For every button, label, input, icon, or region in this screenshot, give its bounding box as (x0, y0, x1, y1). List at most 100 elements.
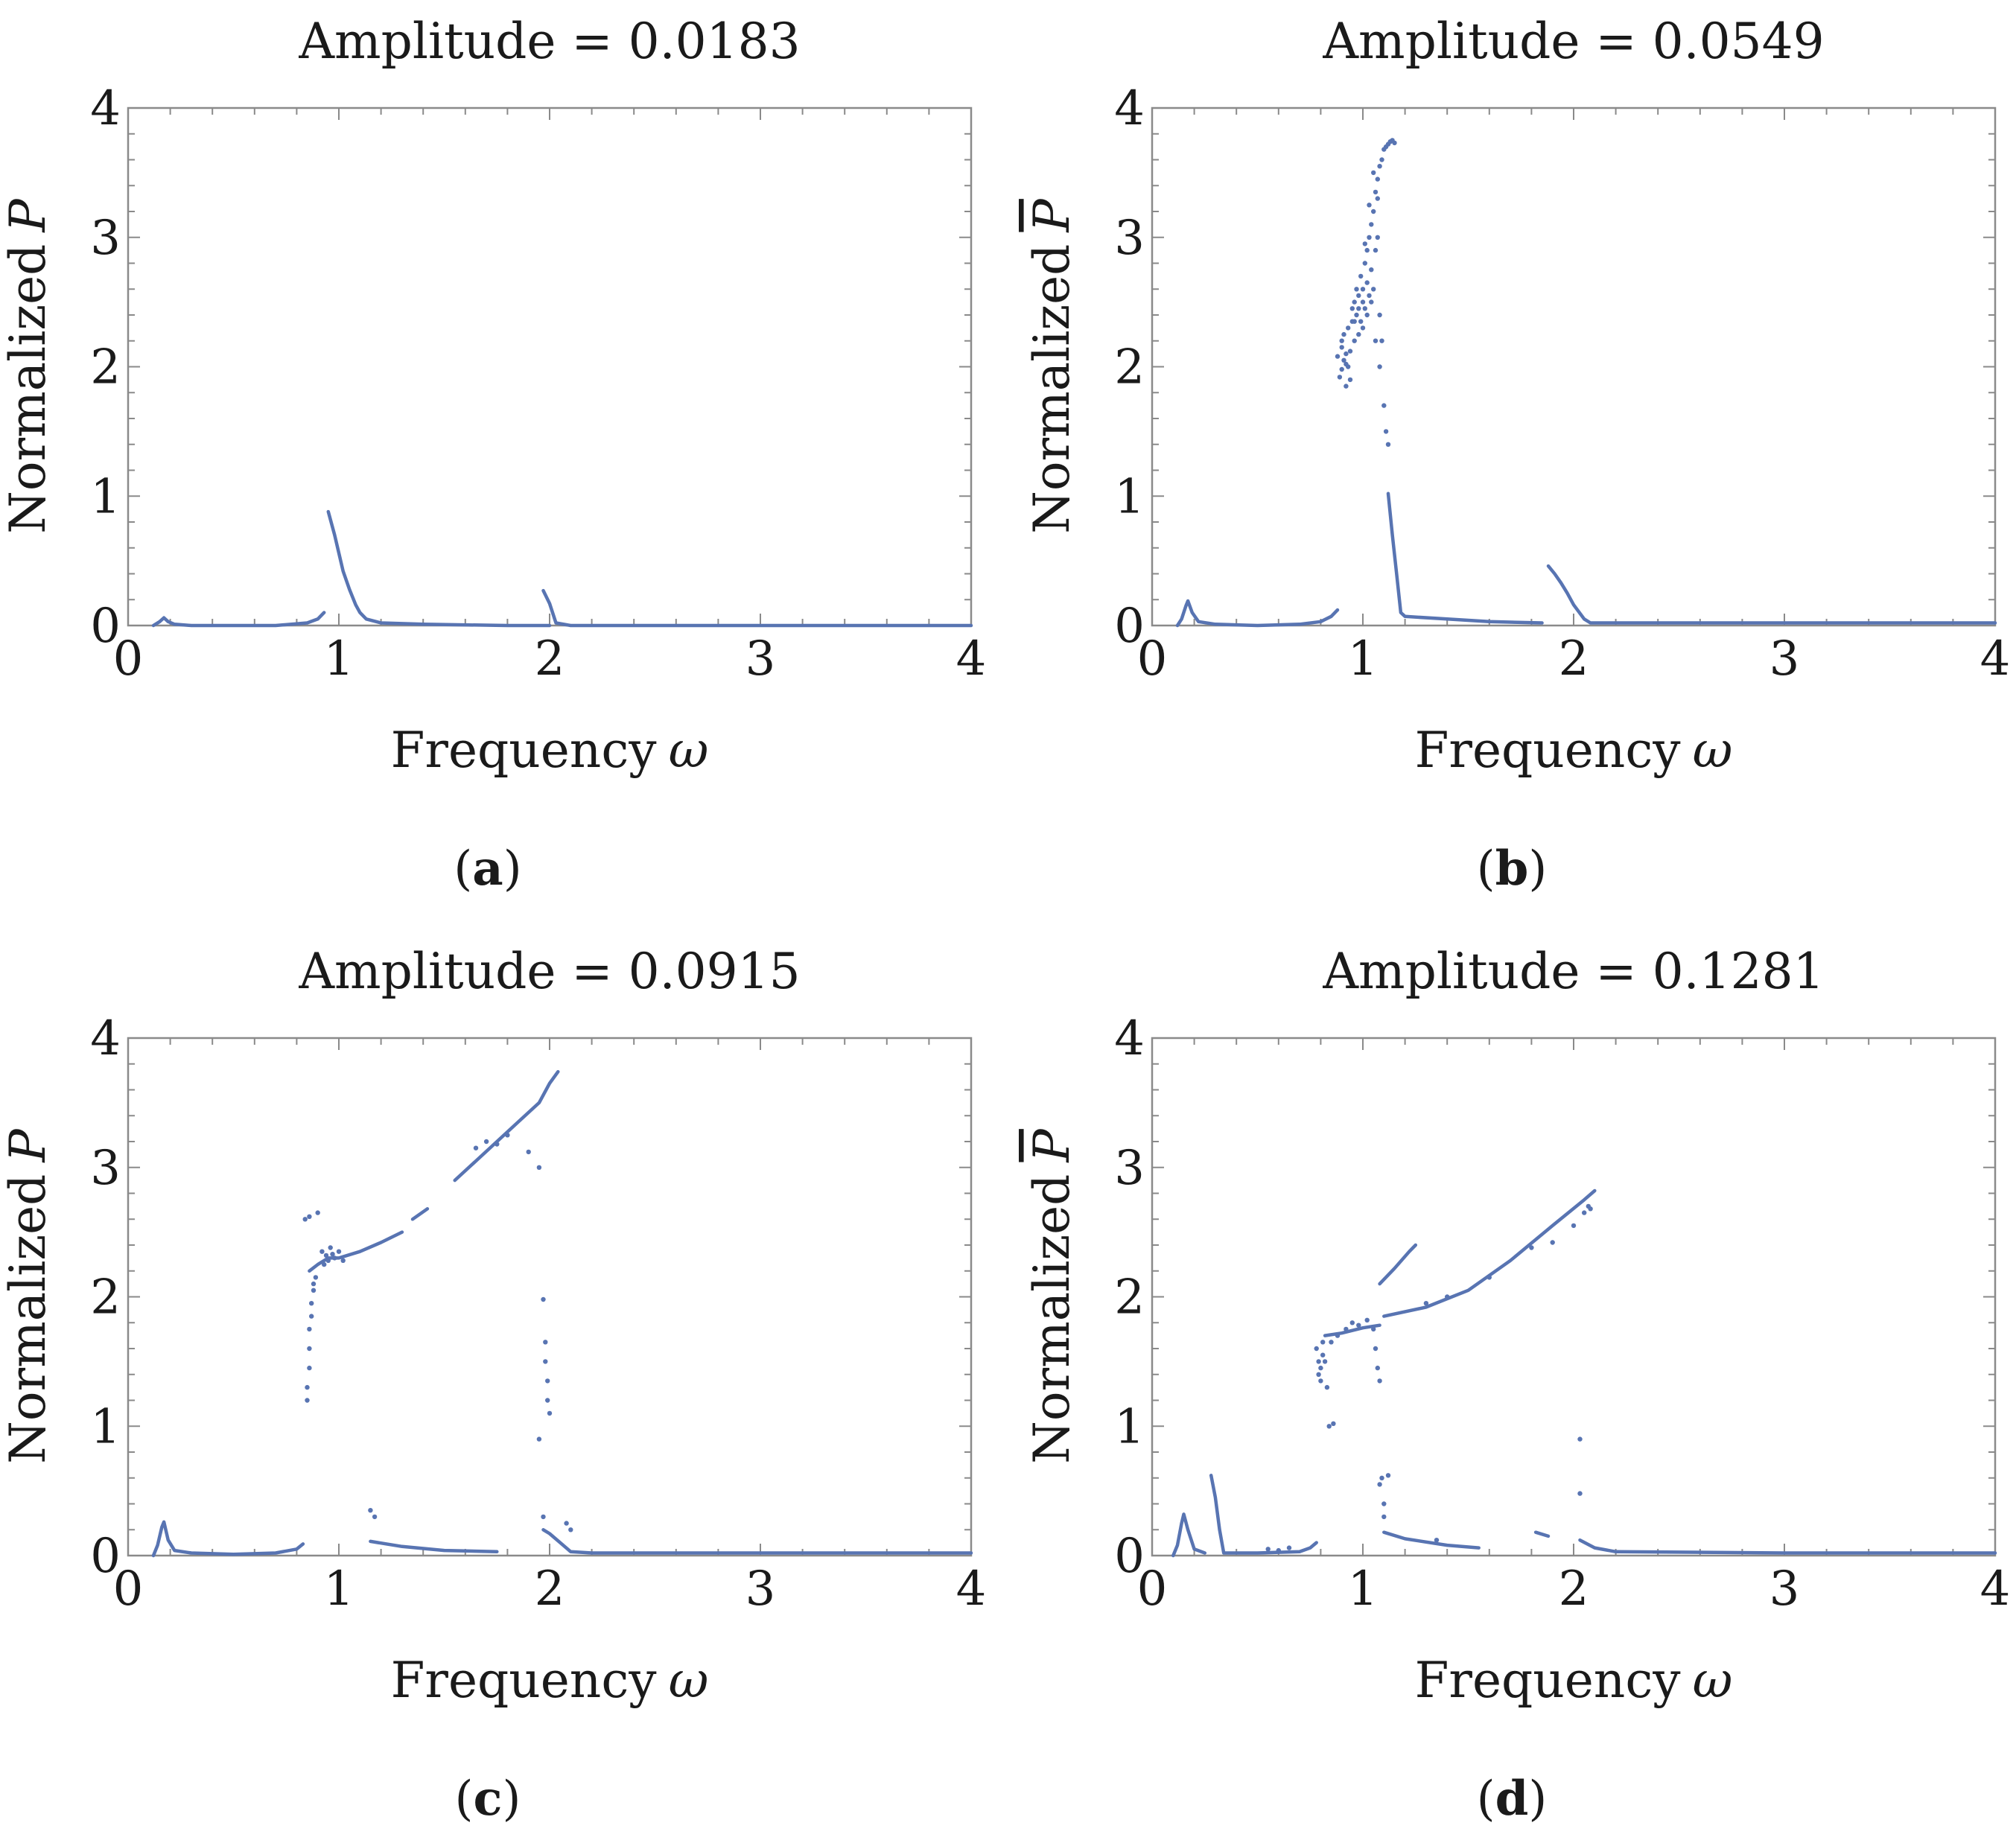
x-axis-label-symbol: ω (669, 1652, 709, 1709)
panel-a: Amplitude = 0.0183 0 1 2 3 4 0 1 2 3 4 F… (0, 13, 986, 897)
series-line-segment (541, 588, 973, 628)
scatter-point (325, 1258, 331, 1264)
scatter-point (305, 1398, 310, 1403)
series-line-segment (1378, 1243, 1418, 1286)
panel-a-x-tick-labels: 0 1 2 3 4 (113, 631, 987, 687)
scatter-point (1362, 261, 1368, 266)
scatter-point (1354, 312, 1359, 318)
panel-a-y-axis-label: Normalized P (0, 198, 57, 534)
panel-b-minor-ticks (1151, 107, 1996, 626)
scatter-point (536, 1165, 542, 1171)
x-axis-label-symbol: ω (669, 722, 709, 779)
y-tick-label: 1 (1114, 1399, 1145, 1454)
y-tick-label: 0 (1114, 599, 1145, 654)
scatter-point (1379, 157, 1384, 162)
scatter-point (1322, 1359, 1328, 1364)
x-tick-label: 0 (1137, 631, 1168, 687)
scatter-point (1364, 1317, 1370, 1323)
scatter-point (1360, 299, 1366, 305)
panel-a-caption: (a) (454, 841, 521, 897)
scatter-point (1347, 377, 1353, 383)
scatter-point (1344, 351, 1349, 357)
scatter-point (1377, 1378, 1382, 1384)
panel-a-minor-ticks (127, 107, 972, 626)
scatter-point (541, 1514, 546, 1520)
panel-c-series (151, 1069, 973, 1558)
scatter-point (313, 1275, 319, 1280)
scatter-point (541, 1296, 546, 1302)
scatter-point (322, 1261, 327, 1267)
scatter-point (309, 1301, 314, 1306)
y-tick-label: 0 (90, 1529, 121, 1584)
scatter-point (1362, 241, 1368, 246)
scatter-point (1369, 299, 1374, 305)
scatter-point (1371, 287, 1376, 292)
scatter-point (323, 1253, 329, 1258)
scatter-point (1316, 1359, 1321, 1364)
x-tick-label: 3 (1769, 1562, 1800, 1617)
panel-c-plot-frame (127, 1037, 973, 1557)
panel-b-y-axis-label: Normalized P (1023, 198, 1081, 534)
scatter-point (1377, 1482, 1382, 1487)
x-tick-label: 2 (1559, 1562, 1589, 1617)
scatter-point (1373, 338, 1379, 343)
scatter-point (1369, 267, 1374, 273)
series-line-segment (1175, 599, 1340, 628)
scatter-point (568, 1527, 573, 1533)
scatter-point (1373, 1346, 1379, 1352)
scatter-point (309, 1314, 314, 1319)
series-line-segment (541, 1528, 973, 1555)
x-tick-label: 3 (745, 631, 776, 687)
scatter-point (1379, 338, 1384, 343)
x-tick-label: 2 (1559, 631, 1589, 687)
scatter-point (1316, 1372, 1321, 1378)
series-line-segment (410, 1207, 430, 1221)
scatter-point (336, 1249, 342, 1254)
series-line-segment (1382, 1530, 1481, 1550)
scatter-point (1385, 1473, 1391, 1478)
scatter-point (1377, 364, 1382, 369)
scatter-point (1339, 345, 1344, 350)
scatter-point (1331, 1421, 1336, 1427)
scatter-point (1360, 325, 1366, 331)
scatter-point (545, 1398, 550, 1403)
scatter-point (332, 1255, 337, 1261)
series-line-segment (1382, 1188, 1597, 1318)
scatter-point (1339, 338, 1344, 343)
panel-c: Amplitude = 0.0915 0 1 2 3 4 0 1 2 3 4 F… (0, 943, 986, 1827)
panel-a-y-tick-labels: 0 1 2 3 4 (90, 81, 121, 654)
panel-b-plot-frame (1151, 106, 1997, 627)
y-tick-label: 1 (1114, 469, 1145, 524)
panel-d-y-tick-labels: 0 1 2 3 4 (1114, 1011, 1145, 1584)
series-line-segment (308, 1230, 404, 1273)
scatter-point (307, 1214, 312, 1220)
scatter-point (1286, 1545, 1292, 1550)
y-tick-label: 3 (90, 1141, 121, 1196)
y-tick-label: 2 (1114, 340, 1145, 395)
scatter-point (505, 1133, 510, 1138)
scatter-point (319, 1249, 325, 1254)
panel-d-caption: (d) (1477, 1771, 1548, 1827)
scatter-point (1588, 1206, 1593, 1212)
panel-d-y-axis-label: Normalized P (1023, 1128, 1081, 1464)
scatter-point (1352, 319, 1357, 324)
panel-a-x-axis-label: Frequency ω (391, 722, 709, 779)
series-line-segment (1171, 1512, 1207, 1558)
scatter-point (1349, 1320, 1355, 1325)
scatter-point (1356, 306, 1361, 311)
scatter-point (372, 1514, 378, 1520)
scatter-point (1381, 403, 1387, 408)
panel-b-caption: (b) (1477, 841, 1548, 897)
panel-c-y-axis-label: Normalized P (0, 1128, 57, 1464)
y-tick-label: 0 (1114, 1529, 1145, 1584)
scatter-point (1379, 1475, 1384, 1481)
scatter-point (1383, 429, 1389, 434)
panel-a-series (151, 509, 973, 628)
panel-b-title: Amplitude = 0.0549 (1322, 13, 1824, 70)
scatter-point (311, 1281, 317, 1287)
x-tick-label: 0 (1137, 1562, 1168, 1617)
panel-d-minor-ticks (1151, 1037, 1996, 1556)
y-tick-label: 4 (1114, 1011, 1145, 1066)
scatter-point (1486, 1275, 1492, 1280)
